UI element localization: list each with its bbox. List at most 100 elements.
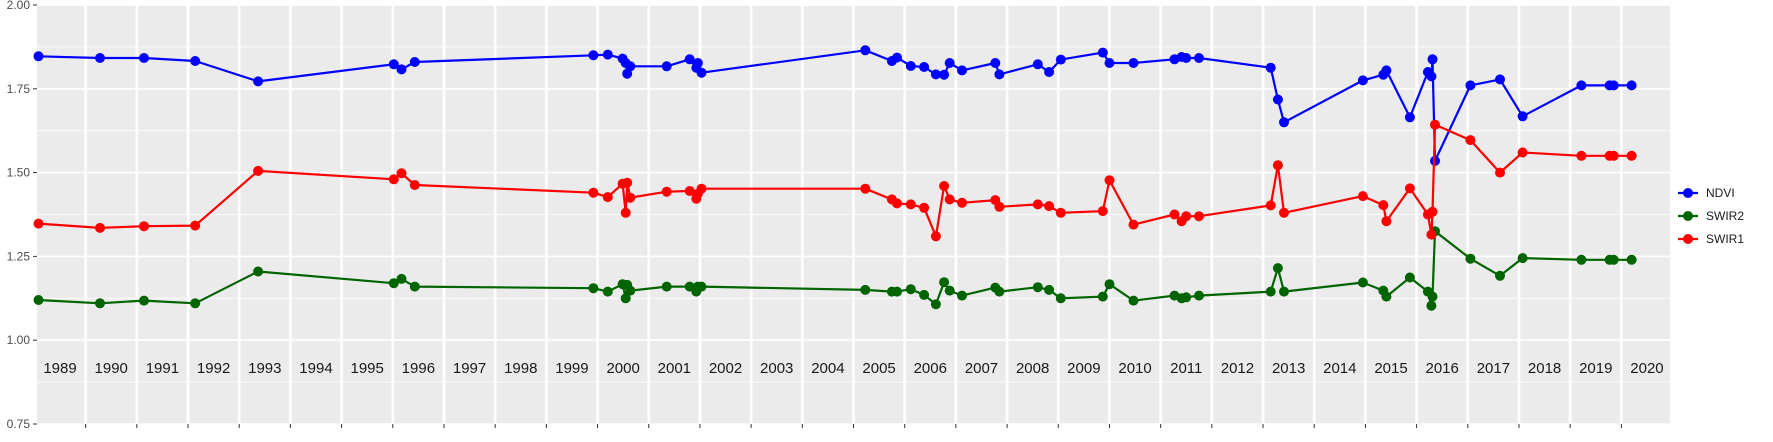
- data-point-swir1: [1169, 209, 1180, 220]
- data-point-ndvi: [1128, 58, 1139, 68]
- year-label: 2002: [709, 360, 742, 377]
- y-tick-label: 1.00: [7, 333, 31, 347]
- data-point-swir1: [190, 220, 201, 231]
- data-point-ndvi: [1626, 80, 1637, 91]
- data-point-swir1: [588, 187, 599, 198]
- data-point-swir1: [1055, 207, 1066, 218]
- year-label: 2012: [1221, 360, 1254, 377]
- legend-item-swir2: SWIR2: [1678, 209, 1744, 223]
- data-point-ndvi: [957, 65, 967, 76]
- year-label: 1997: [453, 360, 486, 377]
- data-point-ndvi: [990, 58, 1001, 68]
- year-label: 1993: [248, 360, 281, 377]
- data-point-swir1: [930, 231, 941, 242]
- data-point-swir2: [396, 273, 407, 284]
- year-label: 2003: [760, 360, 793, 377]
- data-point-ndvi: [1576, 80, 1587, 91]
- y-tick-label: 1.50: [7, 166, 31, 180]
- data-point-ndvi: [409, 57, 420, 67]
- data-point-swir1: [409, 180, 420, 190]
- data-point-ndvi: [1404, 112, 1415, 123]
- data-point-swir1: [396, 168, 407, 179]
- data-point-ndvi: [602, 49, 613, 60]
- data-point-ndvi: [253, 76, 264, 87]
- data-point-swir2: [1032, 282, 1043, 293]
- data-point-ndvi: [396, 64, 407, 75]
- data-point-ndvi: [1381, 65, 1392, 76]
- data-point-swir2: [944, 285, 955, 296]
- data-point-swir1: [1194, 211, 1204, 222]
- data-point-swir2: [139, 295, 149, 306]
- data-point-swir1: [253, 165, 264, 176]
- data-point-ndvi: [588, 50, 599, 61]
- data-point-swir2: [1181, 292, 1192, 303]
- legend-label: SWIR2: [1706, 209, 1744, 223]
- data-point-swir2: [930, 299, 941, 310]
- year-label: 1989: [43, 360, 76, 377]
- data-point-ndvi: [1279, 117, 1289, 128]
- data-point-swir2: [994, 286, 1005, 297]
- data-point-swir2: [860, 284, 871, 295]
- year-label: 2013: [1272, 360, 1305, 377]
- data-point-swir1: [1032, 199, 1043, 210]
- data-point-swir2: [919, 289, 930, 300]
- data-point-ndvi: [1055, 54, 1066, 65]
- data-point-ndvi: [905, 61, 916, 71]
- series-layer: [33, 45, 1637, 311]
- data-point-swir1: [696, 183, 707, 194]
- data-point-ndvi: [939, 69, 950, 80]
- year-label: 2019: [1579, 360, 1612, 377]
- data-point-swir2: [95, 298, 105, 309]
- data-point-ndvi: [139, 53, 149, 63]
- year-label: 1999: [555, 360, 588, 377]
- data-point-swir2: [1097, 291, 1108, 302]
- data-point-swir1: [1378, 200, 1389, 211]
- series-swir2: [33, 226, 1637, 311]
- year-label: 1991: [146, 360, 179, 377]
- data-point-ndvi: [190, 56, 201, 66]
- data-point-swir1: [602, 192, 613, 203]
- data-point-ndvi: [1517, 111, 1528, 122]
- data-point-swir2: [939, 277, 950, 288]
- legend-item-swir1: SWIR1: [1678, 232, 1744, 246]
- year-label: 2005: [862, 360, 895, 377]
- data-point-ndvi: [33, 51, 44, 62]
- year-label: 1996: [402, 360, 435, 377]
- data-point-swir2: [1576, 254, 1587, 265]
- data-point-ndvi: [919, 62, 930, 72]
- year-label: 2016: [1426, 360, 1459, 377]
- data-point-swir2: [1128, 295, 1139, 306]
- data-point-swir1: [684, 186, 695, 196]
- data-point-swir2: [253, 266, 264, 277]
- data-point-ndvi: [892, 52, 902, 63]
- year-label: 2009: [1067, 360, 1100, 377]
- data-point-swir2: [1104, 279, 1115, 290]
- data-point-swir1: [1097, 206, 1108, 217]
- y-tick-label: 0.75: [7, 417, 31, 431]
- data-point-swir2: [1608, 254, 1619, 265]
- data-point-swir1: [625, 192, 636, 203]
- y-tick-label: 2.00: [7, 0, 31, 12]
- data-point-ndvi: [1097, 47, 1108, 58]
- data-point-swir2: [1265, 286, 1276, 297]
- major-gridlines: [37, 4, 1670, 425]
- data-point-ndvi: [661, 61, 672, 72]
- data-point-swir1: [1430, 119, 1440, 130]
- data-point-swir2: [409, 281, 420, 292]
- data-point-ndvi: [692, 58, 703, 68]
- data-point-swir1: [957, 197, 967, 208]
- data-point-swir2: [1272, 263, 1283, 274]
- data-point-ndvi: [944, 58, 955, 68]
- data-point-swir2: [957, 290, 967, 301]
- legend-key-point: [1683, 188, 1693, 198]
- data-point-ndvi: [930, 69, 941, 80]
- year-label: 2004: [811, 360, 844, 377]
- data-point-swir2: [1279, 286, 1289, 297]
- data-point-swir2: [1044, 284, 1055, 295]
- data-point-ndvi: [1465, 80, 1476, 91]
- data-point-swir1: [388, 174, 399, 185]
- data-point-swir1: [1128, 219, 1139, 230]
- data-point-swir2: [190, 298, 201, 309]
- year-label: 1995: [350, 360, 383, 377]
